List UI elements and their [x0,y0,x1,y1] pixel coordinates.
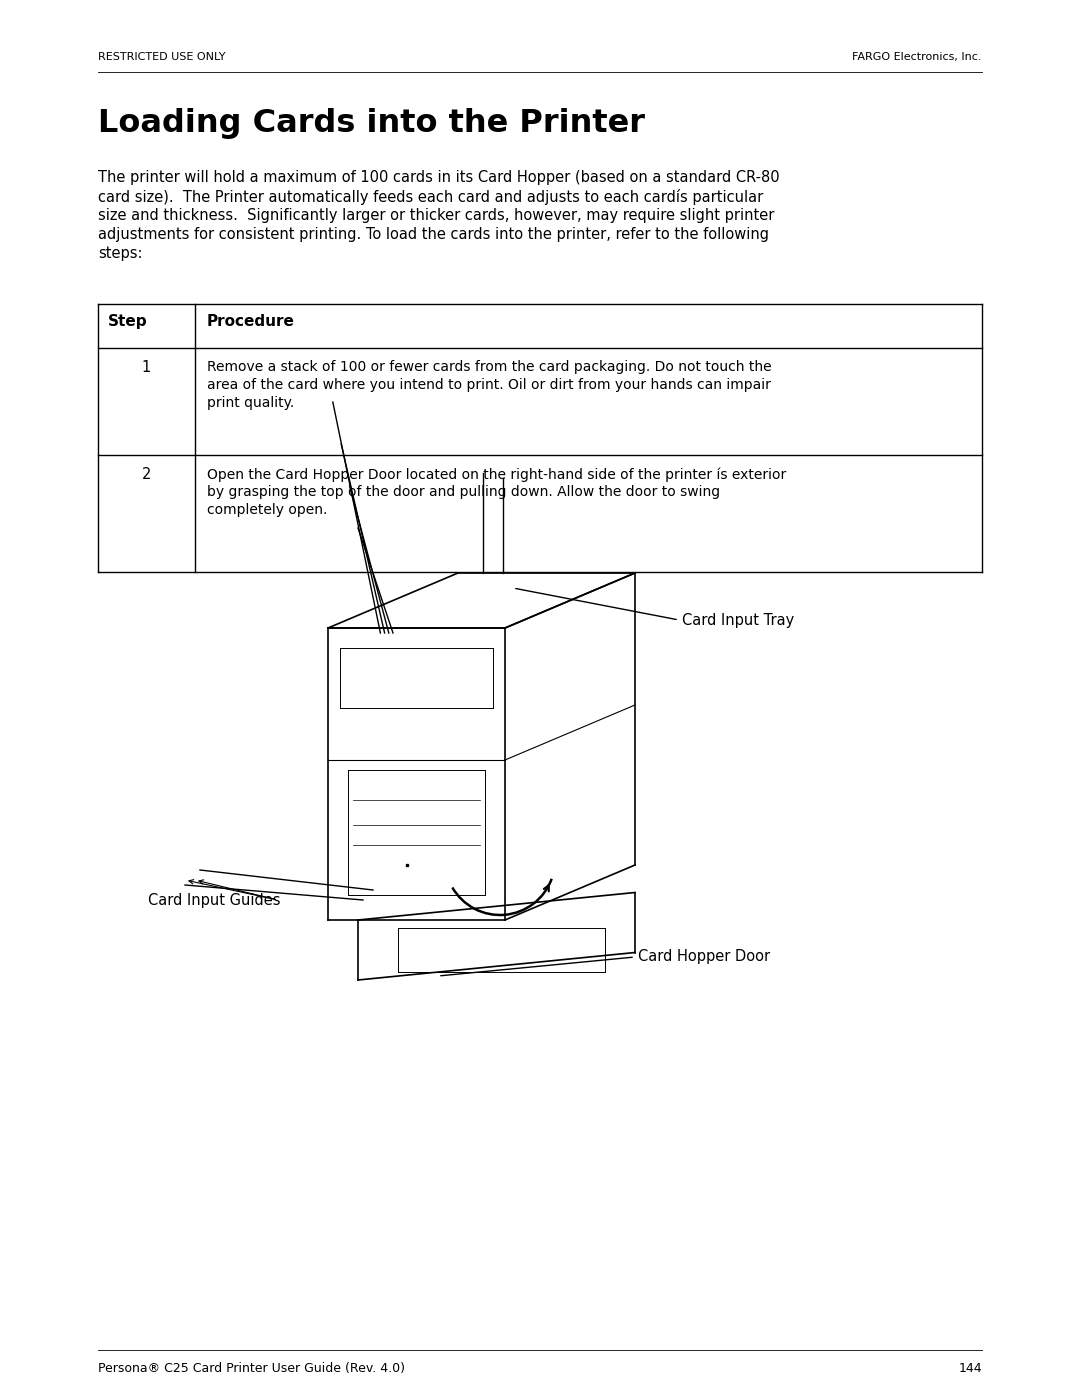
Text: 2: 2 [141,467,151,482]
Text: The printer will hold a maximum of 100 cards in its Card Hopper (based on a stan: The printer will hold a maximum of 100 c… [98,170,780,184]
Text: Card Input Guides: Card Input Guides [148,893,281,908]
Text: Card Hopper Door: Card Hopper Door [638,950,770,964]
Text: steps:: steps: [98,246,143,261]
Text: card size).  The Printer automatically feeds each card and adjusts to each cardí: card size). The Printer automatically fe… [98,189,764,205]
Text: Open the Card Hopper Door located on the right-hand side of the printer ís exter: Open the Card Hopper Door located on the… [207,467,786,482]
Text: Procedure: Procedure [207,314,295,330]
Text: area of the card where you intend to print. Oil or dirt from your hands can impa: area of the card where you intend to pri… [207,379,771,393]
Text: print quality.: print quality. [207,395,294,409]
Text: FARGO Electronics, Inc.: FARGO Electronics, Inc. [852,52,982,61]
Text: Card Input Tray: Card Input Tray [681,612,794,627]
Text: Step: Step [108,314,148,330]
Text: 1: 1 [141,360,151,374]
Text: size and thickness.  Significantly larger or thicker cards, however, may require: size and thickness. Significantly larger… [98,208,774,224]
Text: Persona® C25 Card Printer User Guide (Rev. 4.0): Persona® C25 Card Printer User Guide (Re… [98,1362,405,1375]
Text: completely open.: completely open. [207,503,327,517]
Text: by grasping the top of the door and pulling down. Allow the door to swing: by grasping the top of the door and pull… [207,485,720,499]
Text: adjustments for consistent printing. To load the cards into the printer, refer t: adjustments for consistent printing. To … [98,226,769,242]
Text: 144: 144 [958,1362,982,1375]
Text: Loading Cards into the Printer: Loading Cards into the Printer [98,108,645,138]
Text: Remove a stack of 100 or fewer cards from the card packaging. Do not touch the: Remove a stack of 100 or fewer cards fro… [207,360,771,374]
Text: RESTRICTED USE ONLY: RESTRICTED USE ONLY [98,52,226,61]
